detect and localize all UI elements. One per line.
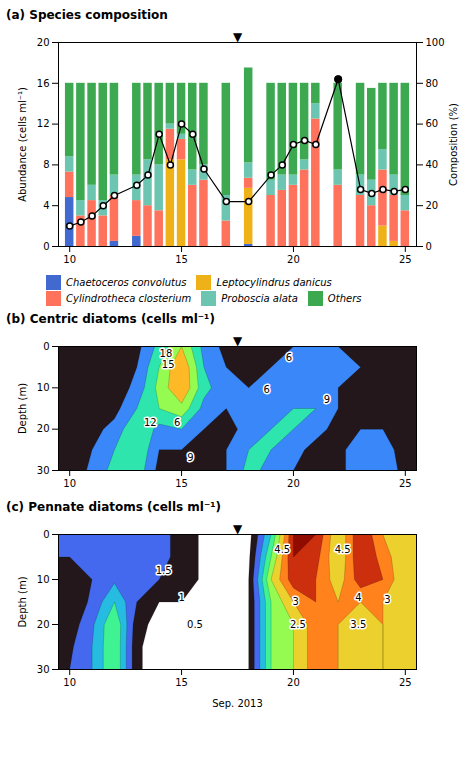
svg-text:20: 20: [287, 677, 300, 688]
svg-text:0: 0: [43, 241, 49, 252]
svg-text:1.5: 1.5: [156, 565, 172, 576]
svg-text:100: 100: [426, 37, 445, 48]
svg-text:25: 25: [399, 478, 412, 489]
svg-text:20: 20: [426, 200, 439, 211]
svg-text:Depth (m): Depth (m): [17, 576, 28, 627]
svg-text:25: 25: [399, 677, 412, 688]
html-text:(b) Centric diatoms (cells ml⁻: (b) Centric diatoms (cells ml⁻¹): [6, 312, 215, 326]
svg-text:3: 3: [384, 594, 390, 605]
svg-text:16: 16: [37, 78, 50, 89]
svg-text:15: 15: [175, 478, 188, 489]
svg-text:6: 6: [174, 417, 180, 428]
svg-text:6: 6: [263, 384, 269, 395]
svg-text:Composition (%): Composition (%): [448, 103, 459, 186]
svg-text:3.5: 3.5: [350, 619, 366, 630]
svg-text:30: 30: [37, 465, 50, 476]
html-text:Proboscia alata: Proboscia alata: [221, 293, 298, 305]
svg-text:6: 6: [286, 352, 292, 363]
html-text:Leptocylindrus danicus: Leptocylindrus danicus: [216, 276, 332, 288]
svg-text:12: 12: [37, 118, 50, 129]
svg-text:10: 10: [63, 677, 76, 688]
svg-text:9: 9: [324, 394, 330, 405]
html-text:(a) Species composition: (a) Species composition: [6, 8, 168, 22]
svg-text:Abundance (cells ml⁻¹): Abundance (cells ml⁻¹): [17, 87, 28, 202]
svg-text:20: 20: [287, 478, 300, 489]
svg-text:10: 10: [37, 574, 50, 585]
svg-text:80: 80: [426, 78, 439, 89]
svg-text:25: 25: [399, 254, 412, 265]
svg-text:30: 30: [37, 664, 50, 675]
svg-text:4.5: 4.5: [274, 544, 290, 555]
svg-text:Depth (m): Depth (m): [17, 383, 28, 434]
html-text:Others: Others: [327, 293, 362, 305]
svg-text:0: 0: [43, 529, 49, 540]
svg-text:20: 20: [287, 254, 300, 265]
svg-text:12: 12: [144, 417, 157, 428]
svg-text:60: 60: [426, 118, 439, 129]
svg-text:18: 18: [160, 348, 173, 359]
svg-text:20: 20: [37, 423, 50, 434]
svg-text:10: 10: [63, 254, 76, 265]
svg-text:0: 0: [426, 241, 432, 252]
html-text:Chaetoceros convolutus: Chaetoceros convolutus: [66, 276, 187, 288]
svg-text:10: 10: [63, 478, 76, 489]
svg-text:0: 0: [43, 341, 49, 352]
svg-text:1: 1: [178, 592, 184, 603]
svg-text:15: 15: [175, 254, 188, 265]
html-text:Cylindrotheca closterium: Cylindrotheca closterium: [66, 293, 192, 305]
svg-text:15: 15: [162, 359, 175, 370]
svg-text:4: 4: [43, 200, 49, 211]
svg-text:15: 15: [175, 677, 188, 688]
svg-text:4.5: 4.5: [335, 544, 351, 555]
svg-text:20: 20: [37, 37, 50, 48]
svg-text:0.5: 0.5: [187, 619, 203, 630]
html-text:(c) Pennate diatoms (cells ml⁻: (c) Pennate diatoms (cells ml⁻¹): [6, 500, 221, 514]
svg-text:9: 9: [187, 452, 193, 463]
svg-text:Sep. 2013: Sep. 2013: [212, 698, 263, 709]
svg-text:10: 10: [37, 382, 50, 393]
svg-text:20: 20: [37, 619, 50, 630]
svg-text:2.5: 2.5: [290, 619, 306, 630]
svg-text:8: 8: [43, 159, 49, 170]
svg-text:▼: ▼: [233, 522, 243, 536]
svg-text:▼: ▼: [233, 334, 243, 348]
svg-text:4: 4: [355, 592, 361, 603]
svg-text:▼: ▼: [233, 30, 243, 44]
svg-text:3: 3: [292, 596, 298, 607]
svg-text:40: 40: [426, 159, 439, 170]
